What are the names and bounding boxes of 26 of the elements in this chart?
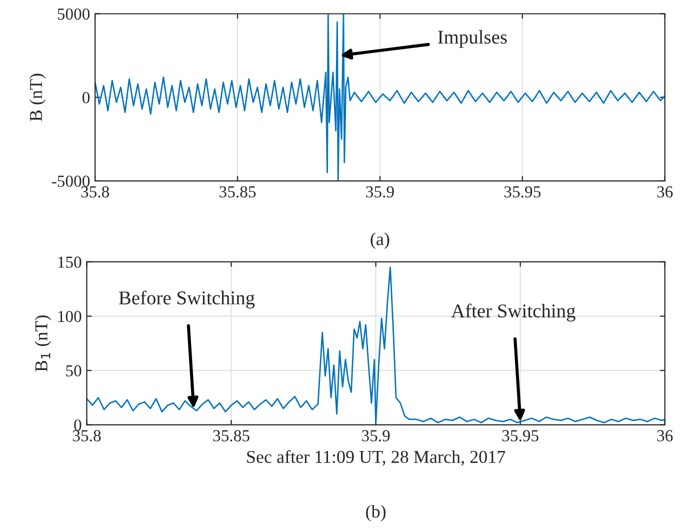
y-tick-label: 0: [82, 92, 90, 104]
y-tick-label: -5000: [52, 176, 90, 187]
x-tick-label: 35.8: [81, 186, 110, 198]
y-axis-title: B (nT): [29, 74, 46, 122]
x-tick-label: 35.85: [220, 186, 256, 198]
x-tick-label: 35.9: [362, 430, 390, 442]
y-tick-label: 150: [58, 256, 82, 268]
x-tick-label: 35.85: [213, 430, 250, 442]
x-tick-label: 35.9: [366, 186, 394, 198]
y-tick-label: 0: [74, 419, 82, 431]
x-axis-title: Sec after 11:09 UT, 28 March, 2017: [247, 450, 506, 466]
y-axis-title: B$_{1}$ (nT): [34, 315, 52, 372]
y-tick-label: 50: [66, 365, 82, 376]
x-tick-label: 35.95: [502, 430, 538, 442]
x-tick-label: 36: [657, 430, 673, 442]
x-tick-label: 36: [657, 186, 673, 198]
x-tick-label: 35.95: [504, 186, 541, 198]
y-tick-label: 100: [58, 310, 82, 322]
x-tick-label: 35.8: [72, 430, 101, 442]
annotation: Impulses: [438, 30, 507, 48]
text: (b): [366, 504, 386, 522]
annotation: Before Switching: [119, 290, 255, 308]
text: (a): [370, 232, 390, 249]
y-tick-label: 5000: [58, 8, 90, 20]
annotation: After Switching: [451, 304, 576, 322]
line-series: [95, 14, 665, 181]
